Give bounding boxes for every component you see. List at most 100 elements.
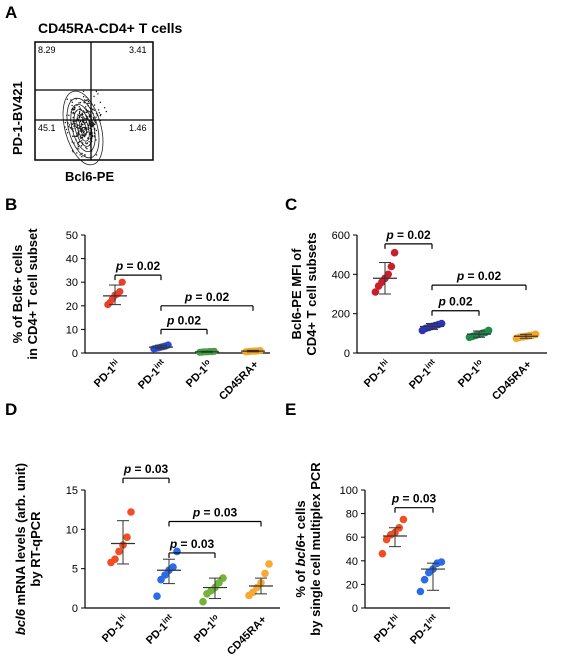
data-point	[199, 597, 207, 606]
flow-event-dot	[78, 148, 80, 150]
flow-event-dot	[82, 96, 85, 98]
flow-event-dot	[83, 130, 85, 132]
y-tick-label: 400	[332, 269, 350, 281]
flow-event-dot	[92, 118, 95, 120]
p-value-label: p 0.02	[166, 313, 201, 327]
flow-event-dot	[68, 124, 71, 126]
data-point	[127, 508, 135, 516]
flow-event-dot	[85, 147, 87, 149]
flow-event-dot	[83, 132, 85, 134]
flow-event-dot	[81, 112, 83, 114]
flow-event-dot	[95, 154, 98, 156]
flow-event-dot	[66, 132, 69, 134]
data-point	[437, 558, 446, 566]
data-point	[169, 563, 177, 571]
data-point	[261, 569, 269, 578]
flow-event-dot	[74, 106, 76, 108]
y-axis-label-line: bcl6 mRNA levels (arb. unit)	[13, 463, 28, 635]
panel-letter-d: D	[5, 400, 17, 419]
y-axis-label-line: % of Bcl6+ cells	[10, 245, 25, 344]
y-tick-label: 15	[66, 485, 78, 497]
y-axis-label-line: % of bcl6+ cells	[293, 500, 308, 597]
flow-event-dot	[86, 148, 88, 150]
flow-event-dot	[88, 141, 90, 143]
flow-event-dot	[64, 121, 67, 124]
y-tick-label: 600	[332, 230, 350, 242]
x-category-label: PD-1lo	[454, 357, 487, 390]
y-tick-label: 0	[344, 348, 350, 360]
quadrant-top-right: 3.41	[129, 45, 147, 55]
y-tick-label: 10	[66, 524, 78, 536]
x-category-label: PD-1lo	[190, 612, 223, 645]
flow-event-dot	[78, 128, 80, 130]
flow-event-dot	[78, 102, 80, 104]
data-point	[378, 549, 387, 558]
p-value-label: p = 0.02	[456, 269, 502, 283]
data-point	[390, 248, 399, 257]
y-tick-label: 5	[72, 564, 78, 576]
flow-event-dot	[85, 100, 87, 102]
flow-event-dot	[82, 90, 85, 93]
y-tick-label: 80	[346, 509, 358, 521]
flow-event-dot	[68, 114, 70, 116]
data-point	[371, 288, 380, 296]
y-tick-label: 200	[332, 309, 350, 321]
flow-event-dot	[87, 131, 89, 133]
x-category-label: PD-1hi	[98, 612, 131, 645]
flow-event-dot	[88, 102, 90, 104]
flow-event-dot	[78, 112, 81, 114]
data-point	[123, 533, 131, 541]
flow-contour-ring	[70, 103, 96, 153]
flow-event-dot	[79, 107, 82, 110]
flow-event-dot	[104, 107, 106, 109]
flow-event-dot	[87, 102, 89, 105]
chart-b: 0 10 20 30 40 50 % of Bcl6+ cells in CD4+ T cel…	[10, 228, 270, 403]
p-value-label: p = 0.03	[391, 492, 437, 506]
y-tick-label: 0	[72, 603, 78, 615]
data-point	[399, 515, 408, 524]
x-category-label: CD45RA+	[490, 359, 534, 403]
data-point	[420, 575, 429, 584]
y-tick-label: 10	[66, 324, 78, 336]
flow-event-dot	[99, 101, 102, 104]
flow-event-dot	[82, 117, 84, 119]
p-value-label: p = 0.03	[192, 505, 238, 519]
flow-y-label: PD-1-BV421	[10, 81, 25, 155]
flow-event-dot	[82, 113, 84, 116]
data-point	[116, 288, 124, 296]
y-tick-label: 20	[66, 301, 78, 313]
chart-e: 0 20 40 60 80 100 % of bcl6+ cells by single ce…	[293, 462, 450, 647]
panel-letter-c: C	[285, 195, 297, 214]
flow-event-dot	[77, 132, 79, 134]
y-axis-label-line: in CD4+ T cell subset	[25, 228, 40, 360]
x-category-label: PD-1lo	[182, 357, 215, 390]
flow-event-dot	[78, 106, 80, 108]
quadrant-bottom-left: 45.1	[38, 123, 56, 133]
flow-event-dot	[87, 99, 89, 101]
flow-event-dot	[79, 101, 82, 104]
p-value-label: p = 0.03	[123, 462, 169, 476]
flow-event-dot	[88, 111, 91, 113]
flow-event-dot	[84, 132, 86, 134]
flow-event-dot	[100, 113, 102, 116]
flow-event-dot	[69, 127, 72, 129]
flow-event-dot	[82, 123, 84, 126]
p-value-label: p 0.02	[437, 295, 472, 309]
flow-x-label: Bcl6-PE	[65, 169, 114, 184]
flow-event-dot	[95, 90, 98, 93]
flow-event-dot	[84, 154, 86, 156]
flow-panel: A CD45RA-CD4+ T cells PD-1-BV421 Bcl6-PE…	[5, 3, 183, 184]
data-point	[531, 330, 540, 339]
data-point	[111, 555, 119, 563]
flow-event-dot	[80, 122, 83, 125]
flow-event-dot	[84, 99, 86, 101]
flow-event-dot	[77, 124, 79, 127]
chart-c: 0 200 400 600 Bcl6-PE MFI of CD4+ T cell subs…	[289, 228, 547, 403]
flow-event-dot	[95, 139, 97, 141]
y-tick-label: 50	[66, 230, 78, 242]
y-tick-label: 40	[66, 254, 78, 266]
x-category-label: CD45RA+	[217, 359, 261, 403]
p-value-label: p = 0.03	[169, 537, 215, 551]
flow-event-dot	[84, 142, 87, 144]
